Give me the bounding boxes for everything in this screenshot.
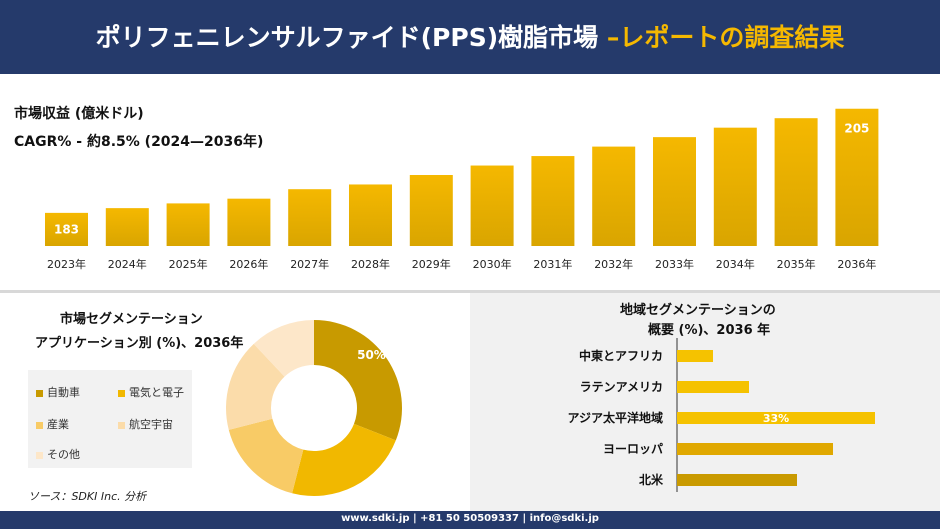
region-bar bbox=[677, 381, 749, 393]
legend-swatch bbox=[36, 389, 43, 397]
bar-data-label: 205 bbox=[844, 122, 869, 136]
legend-label: その他 bbox=[47, 448, 80, 461]
application-donut-chart: 50% bbox=[226, 320, 402, 496]
cagr-label: CAGR% - 約8.5% (2024—2036年) bbox=[14, 134, 264, 150]
revenue-bar-chart: 2023年 183 2024年 2025年 2026年 2027年 2028年 2029年 20… bbox=[45, 108, 879, 271]
revenue-bar bbox=[349, 184, 392, 246]
region-segment-title-2: 概要 (%)、2036 年 bbox=[648, 323, 771, 338]
app-segment-title-2: アプリケーション別 (%)、2036年 bbox=[35, 336, 244, 351]
x-tick-label: 2035年 bbox=[777, 257, 816, 271]
revenue-bar bbox=[653, 137, 696, 246]
footer-contact: www.sdki.jp | +81 50 50509337 | info@sdk… bbox=[341, 513, 599, 524]
legend-swatch bbox=[118, 421, 125, 429]
revenue-bar bbox=[105, 208, 149, 246]
title-main: ポリフェニレンサルファイド(PPS)樹脂市場 bbox=[95, 23, 607, 52]
region-bar bbox=[677, 412, 875, 424]
donut-slice bbox=[314, 320, 402, 441]
donut-data-label: 50% bbox=[357, 348, 386, 362]
revenue-bar bbox=[288, 189, 332, 246]
region-category-label: 北米 bbox=[639, 472, 664, 487]
title-highlight: –レポートの調査結果 bbox=[606, 23, 845, 52]
region-category-label: 中東とアフリカ bbox=[579, 348, 663, 363]
legend-label: 自動車 bbox=[47, 386, 80, 399]
region-data-label: 33% bbox=[763, 412, 789, 425]
legend-item-other: その他 bbox=[36, 446, 80, 462]
x-tick-label: 2034年 bbox=[716, 257, 755, 271]
section-divider bbox=[0, 290, 940, 293]
donut-slice bbox=[292, 423, 396, 496]
donut-slice bbox=[226, 343, 285, 430]
donut-legend: 自動車 電気と電子 産業 航空宇宙 その他 bbox=[28, 370, 192, 468]
x-tick-label: 2027年 bbox=[290, 257, 329, 271]
x-tick-label: 2029年 bbox=[412, 257, 451, 271]
x-tick-label: 2033年 bbox=[655, 257, 694, 271]
region-category-label: アジア太平洋地域 bbox=[567, 410, 663, 425]
x-tick-label: 2023年 bbox=[47, 257, 86, 271]
donut-slice bbox=[228, 418, 304, 494]
page-title: ポリフェニレンサルファイド(PPS)樹脂市場 –レポートの調査結果 bbox=[0, 18, 940, 54]
revenue-bar bbox=[470, 165, 514, 246]
revenue-bar bbox=[774, 118, 818, 246]
legend-item-electronics: 電気と電子 bbox=[118, 384, 184, 400]
legend-swatch bbox=[36, 421, 43, 429]
revenue-bar bbox=[409, 175, 453, 246]
legend-label: 航空宇宙 bbox=[129, 418, 173, 431]
revenue-bar bbox=[835, 108, 879, 246]
region-bar bbox=[677, 443, 833, 455]
x-tick-label: 2031年 bbox=[533, 257, 572, 271]
revenue-bar bbox=[713, 127, 757, 246]
x-tick-label: 2024年 bbox=[108, 257, 147, 271]
x-tick-label: 2025年 bbox=[169, 257, 208, 271]
region-category-label: ラテンアメリカ bbox=[580, 380, 663, 394]
x-tick-label: 2032年 bbox=[594, 257, 633, 271]
bar-data-label: 183 bbox=[54, 222, 79, 236]
header-banner: ポリフェニレンサルファイド(PPS)樹脂市場 –レポートの調査結果 bbox=[0, 0, 940, 74]
x-tick-label: 2026年 bbox=[229, 257, 268, 271]
region-bar bbox=[677, 474, 797, 486]
donut-slice bbox=[253, 320, 314, 377]
revenue-bar bbox=[592, 146, 636, 246]
legend-swatch bbox=[36, 451, 43, 459]
region-bar bbox=[677, 350, 713, 362]
legend-item-aerospace: 航空宇宙 bbox=[118, 416, 173, 432]
region-segment-title-1: 地域セグメンテーションの bbox=[620, 303, 776, 318]
legend-label: 電気と電子 bbox=[129, 386, 184, 399]
revenue-bar bbox=[45, 212, 88, 246]
legend-item-industrial: 産業 bbox=[36, 416, 69, 432]
revenue-label: 市場収益 (億米ドル) bbox=[14, 106, 144, 122]
region-category-label: ヨーロッパ bbox=[603, 442, 663, 456]
revenue-bar bbox=[227, 198, 271, 246]
revenue-bar bbox=[166, 203, 210, 246]
footer-bar: www.sdki.jp | +81 50 50509337 | info@sdk… bbox=[0, 511, 940, 529]
legend-swatch bbox=[118, 389, 125, 397]
x-tick-label: 2028年 bbox=[351, 257, 390, 271]
revenue-bar bbox=[531, 156, 575, 246]
legend-item-automotive: 自動車 bbox=[36, 384, 80, 400]
x-tick-label: 2030年 bbox=[473, 257, 512, 271]
source-note: ソース：SDKI Inc. 分析 bbox=[28, 490, 147, 503]
legend-label: 産業 bbox=[47, 418, 69, 431]
app-segment-title-1: 市場セグメンテーション bbox=[60, 312, 203, 327]
x-tick-label: 2036年 bbox=[837, 257, 876, 271]
